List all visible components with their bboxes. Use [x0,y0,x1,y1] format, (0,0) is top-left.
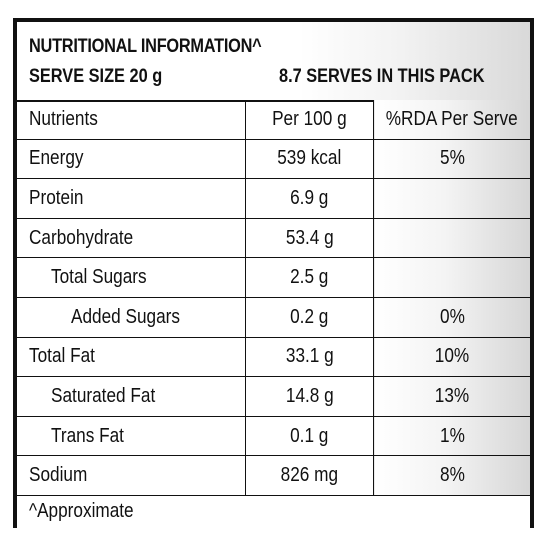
nutrition-table: Nutrients Per 100 g %RDA Per Serve Energ… [17,100,530,496]
nutrient-name: Energy [17,139,246,180]
nutrient-name: Added Sugars [17,296,246,338]
per-100g-value: 2.5 g [245,257,374,298]
nutrient-name: Protein [17,178,246,219]
column-header-per-100g: Per 100 g [245,100,374,140]
table-header-row: Nutrients Per 100 g %RDA Per Serve [17,100,530,140]
label-header: NUTRITIONAL INFORMATION^ SERVE SIZE 20 g… [17,22,530,102]
table-row: Total Fat 33.1 g 10% [17,336,530,378]
per-100g-value: 6.9 g [245,178,374,219]
rda-value: 0% [373,296,530,338]
table-row: Added Sugars 0.2 g 0% [17,296,530,338]
rda-value: 10% [373,336,530,378]
nutrition-label: NUTRITIONAL INFORMATION^ SERVE SIZE 20 g… [13,18,534,528]
per-100g-value: 539 kcal [245,139,374,180]
table-row: Carbohydrate 53.4 g [17,217,530,259]
per-100g-value: 826 mg [245,455,374,496]
rda-value [373,178,530,219]
nutrient-name: Total Fat [17,336,246,378]
nutrient-name: Carbohydrate [17,217,246,259]
serve-size: SERVE SIZE 20 g [29,66,163,87]
rda-value [373,257,530,298]
nutrient-name: Total Sugars [17,257,246,298]
rda-value [373,217,530,259]
column-header-rda: %RDA Per Serve [373,100,530,140]
per-100g-value: 0.1 g [245,415,374,457]
label-title: NUTRITIONAL INFORMATION^ [29,36,262,57]
column-header-nutrients: Nutrients [17,100,246,140]
per-100g-value: 0.2 g [245,296,374,338]
nutrient-name: Trans Fat [17,415,246,457]
table-row: Sodium 826 mg 8% [17,455,530,496]
per-100g-value: 14.8 g [245,376,374,417]
footnote: ^Approximate [17,495,530,528]
rda-value: 8% [373,455,530,496]
rda-value: 5% [373,139,530,180]
serves-per-pack: 8.7 SERVES IN THIS PACK [279,66,485,87]
rda-value: 13% [373,376,530,417]
footnote-text: ^Approximate [29,500,134,522]
nutrient-name: Sodium [17,455,246,496]
rda-value: 1% [373,415,530,457]
table-row: Trans Fat 0.1 g 1% [17,415,530,457]
table-row: Saturated Fat 14.8 g 13% [17,376,530,417]
table-row: Protein 6.9 g [17,178,530,219]
table-row: Total Sugars 2.5 g [17,257,530,298]
per-100g-value: 33.1 g [245,336,374,378]
nutrient-name: Saturated Fat [17,376,246,417]
table-row: Energy 539 kcal 5% [17,139,530,180]
per-100g-value: 53.4 g [245,217,374,259]
